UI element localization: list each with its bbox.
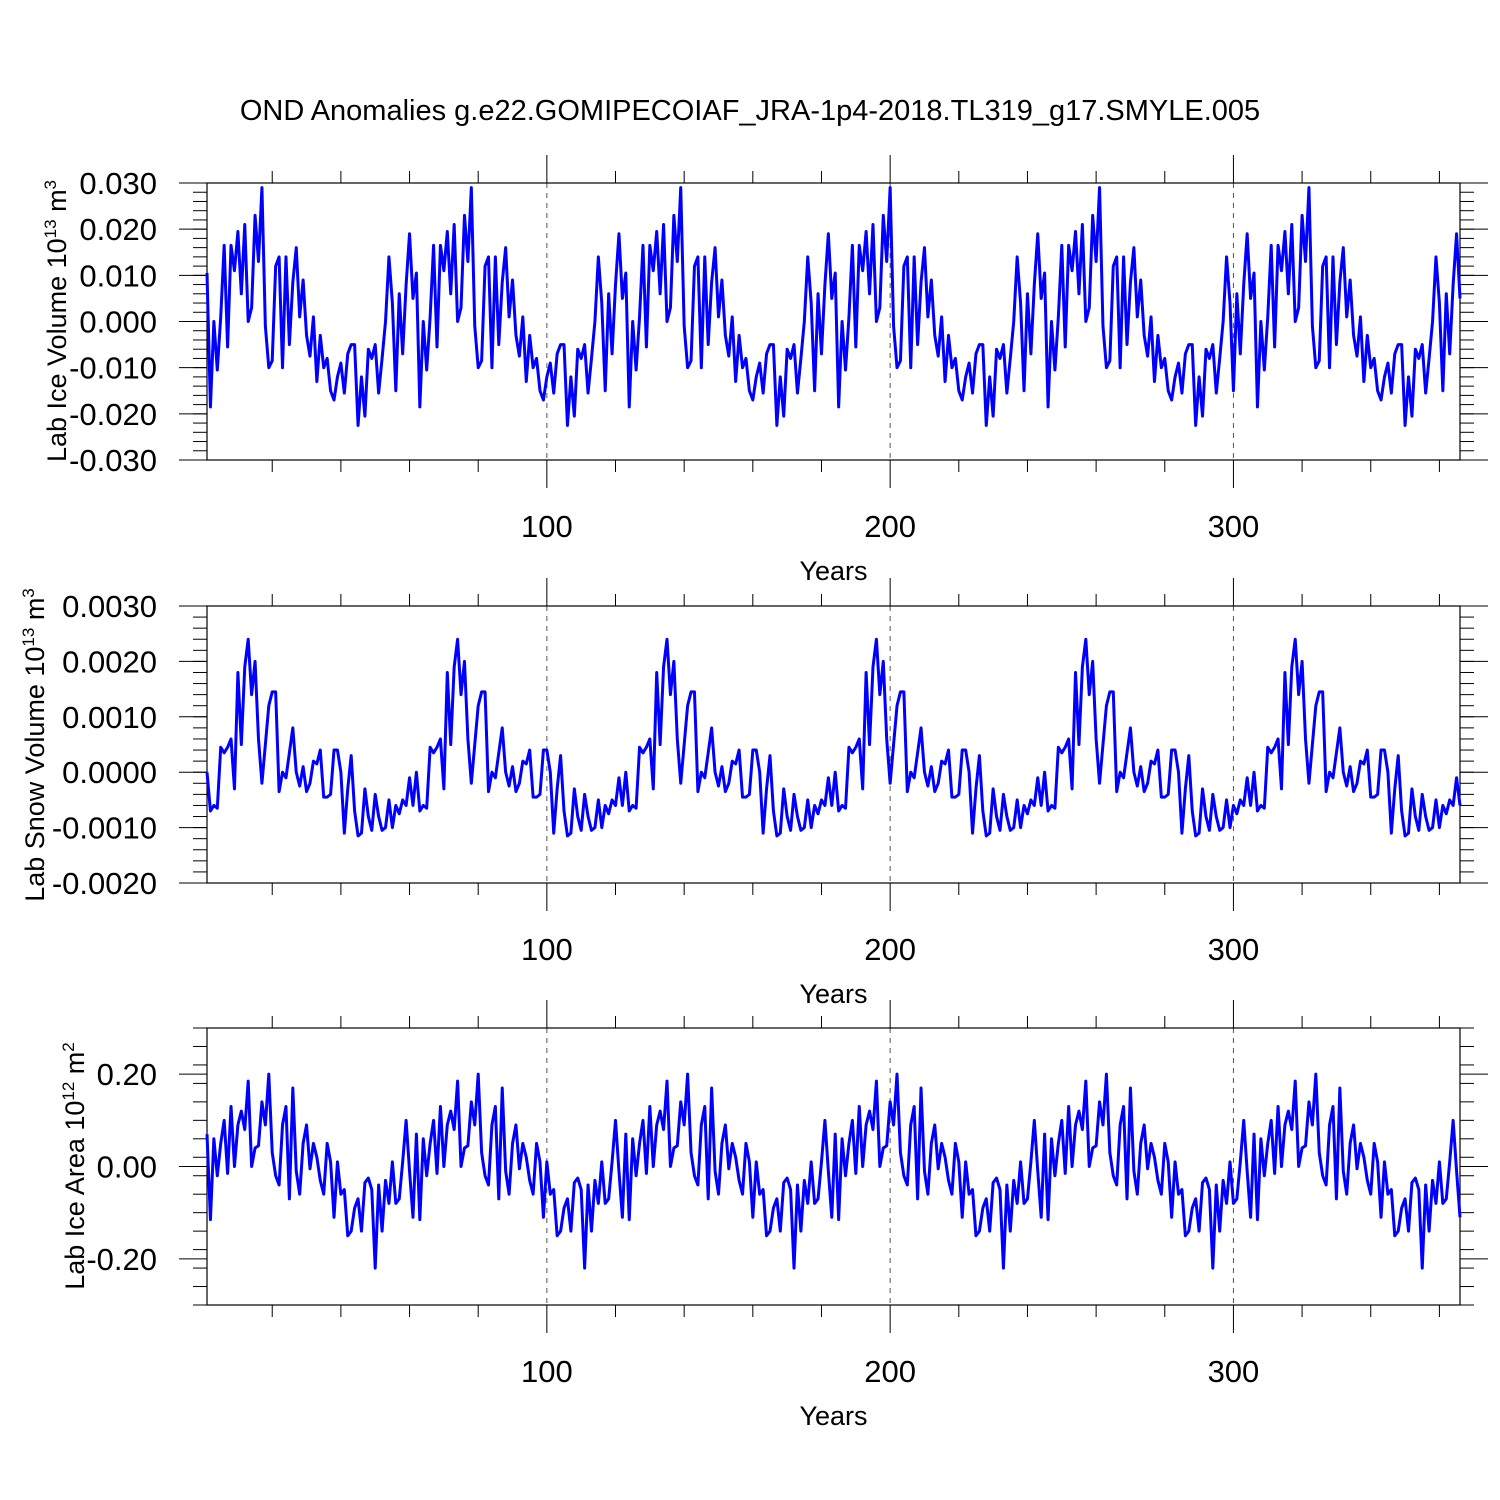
panel-lab-ice-volume: 100 200 300 -0.030 -0.020 -0.010 0.000 0.010 0.0… (41, 155, 1488, 586)
lab-snow-volume-y-label-ylabel-main: Lab Snow Volume 10 (20, 647, 50, 902)
lab-snow-volume-y-tick-label: 0.0030 (62, 589, 157, 624)
lab-ice-volume-y-tick-label: 0.010 (79, 258, 157, 293)
lab-ice-volume-y-label-ylabel-main: Lab Ice Volume 10 (42, 238, 72, 462)
lab-ice-area-series-line (205, 1072, 1462, 1270)
lab-ice-area-y-tick-label: 0.00 (97, 1150, 157, 1185)
lab-ice-area-x-tick-label: 200 (864, 1354, 916, 1389)
lab-ice-volume-y-tick-label: -0.030 (69, 443, 157, 478)
panel-lab-snow-volume: 100 200 300 -0.0020 -0.0010 0.0000 0.0010 0.002… (19, 578, 1488, 1009)
lab-snow-volume-x-axis-label: Years (799, 979, 867, 1009)
lab-snow-volume-x-tick-label: 300 (1208, 932, 1260, 967)
lab-ice-area-y-label-ylabel-exp: 12 (59, 1082, 78, 1101)
lab-snow-volume-y-tick-label: 0.0020 (62, 644, 157, 679)
lab-ice-volume-y-tick-label: 0.030 (79, 166, 157, 201)
lab-ice-volume-y-label-ylabel-unit-exp: 3 (41, 180, 60, 189)
lab-ice-area-y-axis-label: Lab Ice Area 1012 m2 (59, 1042, 90, 1290)
lab-ice-area-y-label-ylabel-main: Lab Ice Area 10 (60, 1101, 90, 1290)
lab-snow-volume-y-tick-label: 0.0010 (62, 700, 157, 735)
lab-ice-volume-y-label-ylabel-exp: 13 (41, 219, 60, 238)
figure-title: OND Anomalies g.e22.GOMIPECOIAF_JRA-1p4-… (240, 95, 1260, 127)
lab-ice-area-y-label-ylabel-unit-exp: 2 (59, 1042, 78, 1051)
lab-snow-volume-y-axis-label: Lab Snow Volume 1013 m3 (19, 588, 50, 902)
lab-ice-volume-y-tick-label: -0.020 (69, 397, 157, 432)
lab-snow-volume-y-label-ylabel-exp: 13 (19, 628, 38, 647)
lab-snow-volume-y-label-ylabel-unit-exp: 3 (19, 588, 38, 597)
lab-snow-volume-y-tick-label: -0.0020 (52, 866, 157, 901)
lab-ice-volume-y-tick-label: -0.010 (69, 351, 157, 386)
lab-ice-area-y-tick-label: 0.20 (97, 1057, 157, 1092)
panel-lab-ice-area: 100 200 300 -0.20 0.00 0.20 Years Lab Ice Area … (59, 1000, 1488, 1431)
lab-snow-volume-series-line (205, 637, 1462, 838)
lab-snow-volume-y-tick-label: 0.0000 (62, 755, 157, 790)
lab-ice-volume-y-tick-label: 0.000 (79, 305, 157, 340)
lab-snow-volume-x-tick-label: 100 (521, 932, 573, 967)
lab-ice-area-x-tick-label: 300 (1208, 1354, 1260, 1389)
lab-ice-area-y-tick-label: -0.20 (86, 1242, 157, 1277)
lab-ice-area-x-axis-label: Years (799, 1401, 867, 1431)
lab-ice-volume-y-tick-label: 0.020 (79, 212, 157, 247)
lab-snow-volume-x-tick-label: 200 (864, 932, 916, 967)
lab-ice-volume-y-axis-label: Lab Ice Volume 1013 m3 (41, 180, 72, 462)
lab-snow-volume-y-label-ylabel-unit: m (20, 598, 50, 628)
lab-snow-volume-plot-frame (206, 605, 1461, 884)
lab-snow-volume-y-tick-label: -0.0010 (52, 811, 157, 846)
lab-ice-volume-y-label-ylabel-unit: m (42, 189, 72, 219)
lab-ice-volume-x-axis-label: Years (799, 556, 867, 586)
lab-ice-volume-x-tick-label: 300 (1208, 509, 1260, 544)
lab-ice-volume-series-line (205, 186, 1462, 427)
lab-ice-volume-x-tick-label: 200 (864, 509, 916, 544)
lab-ice-area-x-tick-label: 100 (521, 1354, 573, 1389)
lab-ice-volume-x-tick-label: 100 (521, 509, 573, 544)
lab-ice-area-y-label-ylabel-unit: m (60, 1052, 90, 1082)
